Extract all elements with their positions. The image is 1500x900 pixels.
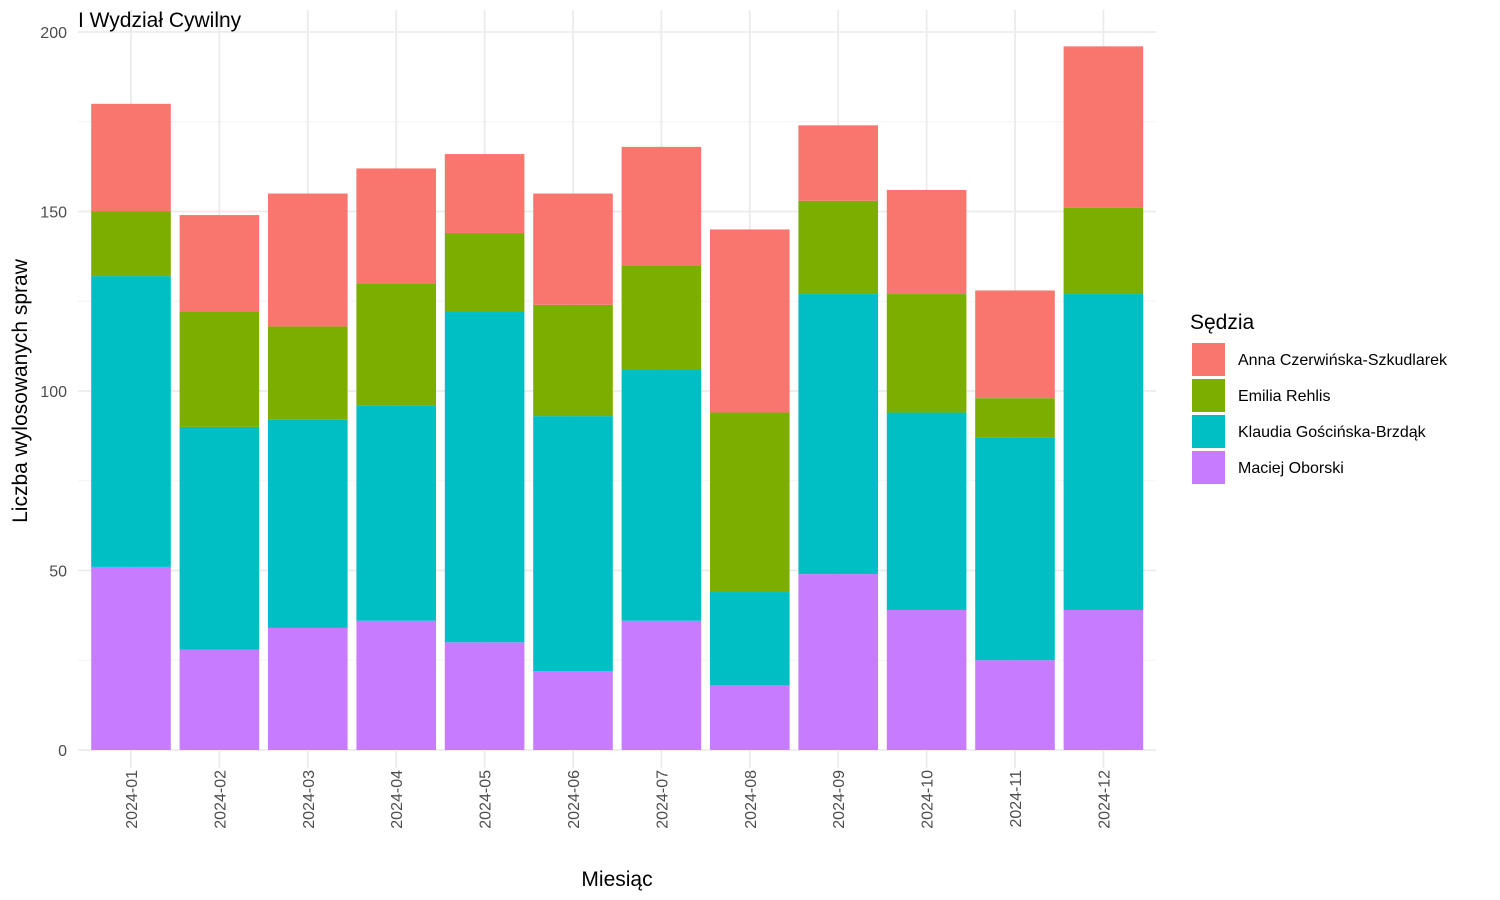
bar-segment xyxy=(1063,294,1144,610)
bar-segment xyxy=(179,312,260,427)
x-tick-label: 2024-07 xyxy=(654,770,671,829)
bar-segment xyxy=(798,294,878,575)
legend-label: Maciej Oborski xyxy=(1238,460,1344,477)
bar-segment xyxy=(533,304,613,417)
bar-segment xyxy=(1063,609,1144,750)
bar-segment xyxy=(356,168,436,284)
bar-segment xyxy=(91,103,171,212)
bar-segment xyxy=(1063,207,1144,295)
bar-segment xyxy=(444,312,525,643)
bar-segment xyxy=(179,426,260,650)
y-tick-label: 0 xyxy=(58,743,67,760)
bar-segment xyxy=(886,189,967,295)
bar-segment xyxy=(268,627,348,750)
bar-segment xyxy=(91,276,171,567)
bar-segment xyxy=(975,437,1055,661)
x-tick-label: 2024-04 xyxy=(389,770,406,829)
bar-segment xyxy=(621,369,702,621)
legend-swatch xyxy=(1192,415,1225,448)
bar-segment xyxy=(621,265,702,370)
legend-swatch xyxy=(1192,343,1225,376)
bar-segment xyxy=(179,215,260,313)
bar-segment xyxy=(621,620,702,750)
x-tick-label: 2024-08 xyxy=(743,770,760,829)
bar-segment xyxy=(975,290,1055,399)
bar-segment xyxy=(444,154,525,234)
chart-title: I Wydział Cywilny xyxy=(78,9,242,32)
legend-label: Anna Czerwińska-Szkudlarek xyxy=(1238,352,1448,369)
bar-segment xyxy=(975,398,1055,438)
bar-segment xyxy=(91,211,171,277)
bar-segment xyxy=(444,642,525,750)
bar-segment xyxy=(798,200,878,295)
x-axis-title: Miesiąc xyxy=(581,868,652,891)
y-tick-label: 50 xyxy=(49,564,67,581)
bar-segment xyxy=(1063,46,1144,208)
bar-segment xyxy=(179,649,260,750)
y-tick-label: 200 xyxy=(40,25,67,42)
x-tick-label: 2024-12 xyxy=(1096,770,1113,829)
bar-segment xyxy=(533,193,613,305)
bars-layer xyxy=(91,46,1144,750)
axis-layer: 0 50 100 150 200 2024-01 2024-02 2024-03 2024-04… xyxy=(40,25,1113,829)
x-tick-label: 2024-01 xyxy=(124,770,141,829)
bar-segment xyxy=(798,574,878,750)
bar-segment xyxy=(975,660,1055,750)
y-axis-title: Liczba wylosowanych spraw xyxy=(9,258,32,523)
bar-segment xyxy=(533,416,613,672)
x-tick-label: 2024-10 xyxy=(920,770,937,829)
legend-label: Emilia Rehlis xyxy=(1238,388,1330,405)
y-tick-label: 150 xyxy=(40,205,67,222)
bar-segment xyxy=(91,566,171,750)
legend-swatch xyxy=(1192,451,1225,484)
bar-segment xyxy=(710,229,790,413)
legend-swatch xyxy=(1192,379,1225,412)
x-tick-label: 2024-11 xyxy=(1008,770,1025,828)
bar-segment xyxy=(268,419,348,628)
legend-label: Klaudia Gościńska-Brzdąk xyxy=(1238,424,1427,441)
bar-segment xyxy=(886,609,967,750)
bar-segment xyxy=(533,671,613,750)
bar-segment xyxy=(710,685,790,750)
x-tick-label: 2024-02 xyxy=(212,770,229,829)
bar-segment xyxy=(886,412,967,610)
bar-segment xyxy=(798,125,878,201)
bar-segment xyxy=(356,283,436,406)
bar-segment xyxy=(268,326,348,420)
bar-segment xyxy=(356,620,436,750)
x-tick-label: 2024-03 xyxy=(301,770,318,829)
legend-title: Sędzia xyxy=(1190,311,1255,334)
legend-items: Anna Czerwińska-Szkudlarek Emilia Rehlis K… xyxy=(1192,343,1448,484)
bar-segment xyxy=(710,412,790,593)
bar-segment xyxy=(356,405,436,621)
bar-segment xyxy=(268,193,348,327)
bar-segment xyxy=(444,233,525,313)
x-tick-label: 2024-09 xyxy=(831,770,848,829)
bar-segment xyxy=(886,294,967,413)
legend: Sędzia Anna Czerwińska-Szkudlarek Emilia … xyxy=(1190,311,1448,484)
x-tick-label: 2024-05 xyxy=(478,770,495,829)
y-tick-label: 100 xyxy=(40,384,67,401)
bar-segment xyxy=(621,146,702,266)
x-tick-label: 2024-06 xyxy=(566,770,583,829)
bar-segment xyxy=(710,592,790,686)
